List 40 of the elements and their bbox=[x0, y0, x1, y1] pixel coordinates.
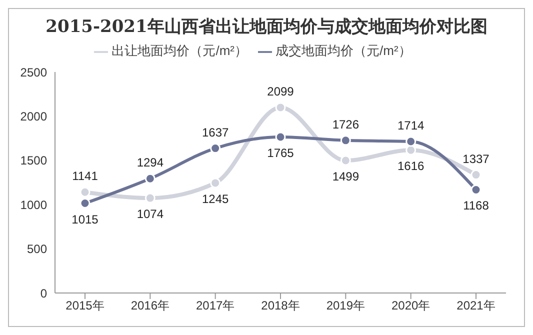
x-tick-label: 2015年 bbox=[66, 298, 104, 313]
legend-label: 成交地面均价（元/m²） bbox=[276, 43, 412, 58]
x-tick-label: 2019年 bbox=[326, 298, 366, 313]
y-tick-label: 2000 bbox=[20, 109, 48, 124]
legend-label: 出让地面均价（元/m²） bbox=[112, 43, 248, 58]
data-label: 1765 bbox=[267, 146, 294, 160]
y-tick-label: 1500 bbox=[20, 154, 48, 168]
x-tick-label: 2020年 bbox=[391, 298, 430, 313]
y-tick-label: 1000 bbox=[20, 198, 48, 212]
data-label: 1141 bbox=[72, 169, 98, 184]
x-tick-label: 2016年 bbox=[130, 298, 170, 313]
point bbox=[275, 132, 286, 142]
data-label: 1714 bbox=[397, 118, 425, 132]
chart-title: 2015-2021年山西省出让地面均价与成交地面均价对比图 bbox=[44, 16, 488, 38]
x-tick-label: 2021年 bbox=[456, 298, 496, 313]
data-label: 1074 bbox=[136, 207, 164, 222]
data-label: 1616 bbox=[397, 159, 425, 174]
x-tick-label: 2017年 bbox=[196, 298, 235, 313]
data-label: 1637 bbox=[202, 125, 230, 140]
data-label: 1337 bbox=[462, 152, 490, 166]
point bbox=[144, 173, 156, 184]
data-label: 1499 bbox=[332, 169, 360, 184]
x-tick-label: 2018年 bbox=[261, 298, 300, 313]
data-label: 2099 bbox=[267, 84, 294, 98]
data-label: 1726 bbox=[332, 117, 360, 132]
point bbox=[470, 184, 482, 195]
point bbox=[80, 186, 90, 198]
y-tick-label: 0 bbox=[40, 286, 48, 300]
point bbox=[275, 102, 286, 113]
y-tick-label: 2500 bbox=[20, 65, 48, 80]
point bbox=[144, 192, 156, 204]
data-label: 1168 bbox=[463, 198, 490, 213]
data-label: 1015 bbox=[72, 212, 99, 226]
point bbox=[340, 155, 351, 166]
point bbox=[340, 135, 351, 146]
point bbox=[406, 136, 416, 147]
point bbox=[210, 178, 221, 188]
data-label: 1245 bbox=[202, 192, 230, 206]
y-tick-label: 500 bbox=[26, 242, 48, 256]
data-label: 1294 bbox=[136, 156, 164, 170]
